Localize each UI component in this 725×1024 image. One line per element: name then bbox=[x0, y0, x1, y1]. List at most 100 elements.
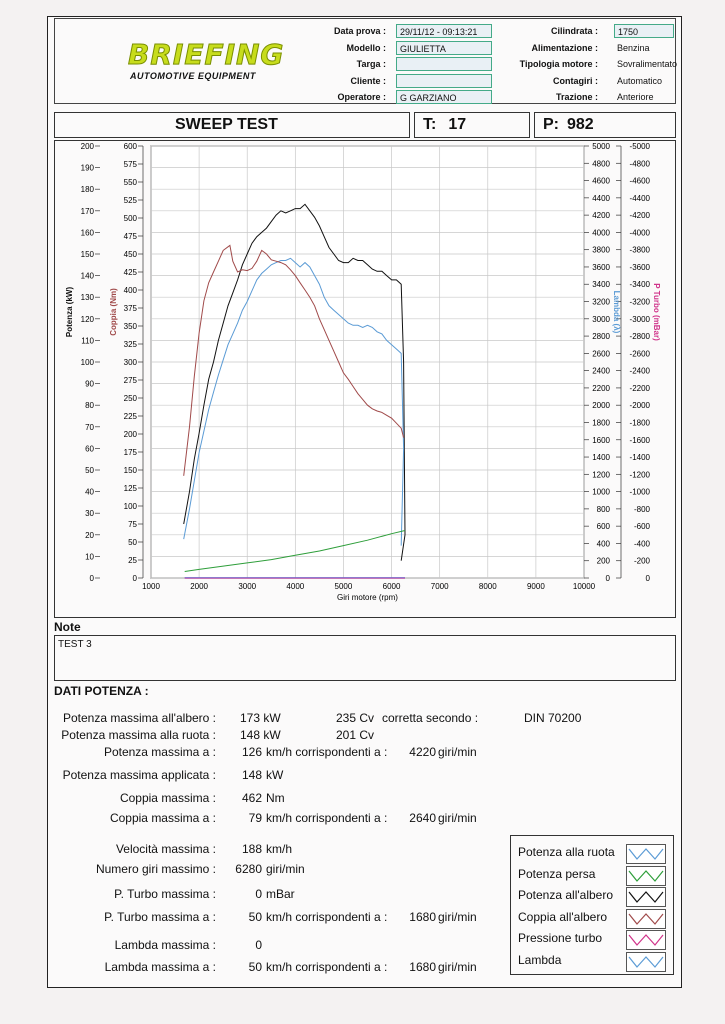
dati-value: 462 bbox=[241, 791, 262, 805]
y-tick-label: 2400 bbox=[592, 367, 610, 376]
y-tick-label: -3000 bbox=[630, 315, 651, 324]
y-tick-label: 4800 bbox=[592, 159, 610, 168]
dati-value-cv: 201 Cv bbox=[336, 728, 375, 742]
y-tick-label: 180 bbox=[81, 185, 95, 194]
y-tick-label: -1200 bbox=[630, 470, 651, 479]
header-value-left bbox=[396, 57, 492, 71]
y-tick-label: -4000 bbox=[630, 228, 651, 237]
dati-unit: km/h bbox=[266, 842, 293, 856]
x-tick-label: 4000 bbox=[286, 582, 304, 591]
dati-label: P. Turbo massima : bbox=[114, 887, 216, 901]
y-tick-label: -4400 bbox=[630, 194, 651, 203]
y-tick-label: -2800 bbox=[630, 332, 651, 341]
y-tick-label: 50 bbox=[128, 538, 137, 547]
dati-value: 126 bbox=[241, 745, 262, 759]
y-tick-label: 175 bbox=[124, 448, 138, 457]
series-line-3 bbox=[184, 530, 406, 572]
y-tick-label: 550 bbox=[124, 178, 138, 187]
y-tick-label: -3800 bbox=[630, 246, 651, 255]
x-tick-label: 2000 bbox=[190, 582, 208, 591]
header-value-right: Benzina bbox=[617, 42, 650, 53]
y-tick-label: 200 bbox=[81, 142, 95, 151]
y-tick-label: 10 bbox=[85, 552, 94, 561]
note-box: TEST 3 bbox=[54, 635, 676, 681]
p-value: 982 bbox=[567, 116, 594, 133]
dati-value: 79 bbox=[248, 811, 262, 825]
y-tick-label: -200 bbox=[634, 557, 651, 566]
dati-label: Lambda massima : bbox=[114, 938, 216, 952]
y-tick-label: -5000 bbox=[630, 142, 651, 151]
y-tick-label: 600 bbox=[124, 142, 138, 151]
y-tick-label: 190 bbox=[81, 164, 95, 173]
p-box: P: 982 bbox=[534, 112, 676, 138]
t-label: T: bbox=[423, 116, 437, 133]
y-tick-label: 3000 bbox=[592, 315, 610, 324]
y-tick-label: 110 bbox=[81, 336, 94, 345]
y-tick-label: 2200 bbox=[592, 384, 610, 393]
x-tick-label: 10000 bbox=[573, 582, 596, 591]
legend-swatch-icon bbox=[626, 865, 666, 886]
y-tick-label: -3400 bbox=[630, 280, 651, 289]
dati-rpm: 2640 bbox=[409, 811, 436, 825]
y-axis-title: Lambda (λ) bbox=[612, 291, 621, 334]
legend-box bbox=[510, 835, 674, 975]
legend-swatch-icon bbox=[626, 908, 666, 929]
legend-swatch-icon bbox=[626, 930, 666, 950]
dati-value: 173 kW bbox=[240, 711, 281, 725]
y-tick-label: -3200 bbox=[630, 298, 651, 307]
y-tick-label: -2200 bbox=[630, 384, 651, 393]
y-tick-label: -400 bbox=[634, 539, 651, 548]
t-value: 17 bbox=[448, 116, 467, 133]
header-value-left: 29/11/12 - 09:13:21 bbox=[396, 24, 492, 38]
dati-label: P. Turbo massima a : bbox=[104, 910, 216, 924]
dati-title: DATI POTENZA : bbox=[54, 684, 149, 698]
dati-rpm: 1680 bbox=[409, 960, 436, 974]
dati-unit: km/h corrispondenti a : bbox=[266, 910, 388, 924]
header-label-left: Modello : bbox=[346, 42, 387, 53]
y-tick-label: -4800 bbox=[630, 159, 651, 168]
dati-label: Lambda massima a : bbox=[104, 960, 216, 974]
dyno-chart: 1000 2000 3000 4000 5000 6000 7000 8000 9000 1000… bbox=[65, 142, 661, 602]
dati-value: 6280 bbox=[235, 862, 262, 876]
y-tick-label: 2600 bbox=[592, 349, 610, 358]
y-tick-label: 4400 bbox=[592, 194, 610, 203]
legend-label: Potenza all'albero bbox=[518, 888, 614, 902]
y-tick-label: 130 bbox=[81, 293, 95, 302]
y-tick-label: 275 bbox=[124, 376, 138, 385]
y-tick-label: 125 bbox=[124, 484, 138, 493]
series-line-1 bbox=[183, 257, 405, 546]
y-tick-label: 300 bbox=[124, 358, 138, 367]
dati-unit: km/h corrispondenti a : bbox=[266, 745, 388, 759]
header-label-right: Alimentazione : bbox=[531, 42, 598, 53]
dati-unit: kW bbox=[266, 768, 284, 782]
y-tick-label: 4000 bbox=[592, 228, 610, 237]
dati-value: 0 bbox=[255, 938, 262, 952]
y-tick-label: 500 bbox=[124, 214, 138, 223]
y-tick-label: 3800 bbox=[592, 246, 610, 255]
y-tick-label: 2000 bbox=[592, 401, 610, 410]
dati-rpm: 1680 bbox=[409, 910, 436, 924]
y-tick-label: 250 bbox=[124, 394, 138, 403]
y-tick-label: 1400 bbox=[592, 453, 610, 462]
legend-swatch-icon bbox=[626, 887, 666, 907]
brand-logo: BRIEFING bbox=[127, 38, 285, 72]
y-tick-label: 70 bbox=[85, 423, 94, 432]
y-tick-label: 375 bbox=[124, 304, 138, 313]
y-tick-label: 150 bbox=[124, 466, 138, 475]
y-tick-label: 350 bbox=[124, 322, 138, 331]
x-tick-label: 7000 bbox=[431, 582, 449, 591]
dati-standard: DIN 70200 bbox=[524, 711, 582, 725]
header-value-right: Anteriore bbox=[617, 92, 654, 102]
dati-label: Numero giri massimo : bbox=[95, 862, 216, 876]
note-label: Note bbox=[54, 620, 81, 634]
y-tick-label: -1400 bbox=[630, 453, 651, 462]
p-label: P: bbox=[543, 116, 559, 133]
header-box bbox=[54, 18, 676, 104]
dati-unit: Nm bbox=[266, 791, 285, 805]
y-tick-label: 160 bbox=[81, 228, 95, 237]
brand-subtitle: AUTOMOTIVE EQUIPMENT bbox=[130, 71, 256, 81]
dati-rpm-unit: giri/min bbox=[438, 811, 477, 825]
y-tick-label: 200 bbox=[597, 557, 611, 566]
dati-value: 0 bbox=[255, 887, 262, 901]
dati-value: 50 bbox=[248, 910, 262, 924]
